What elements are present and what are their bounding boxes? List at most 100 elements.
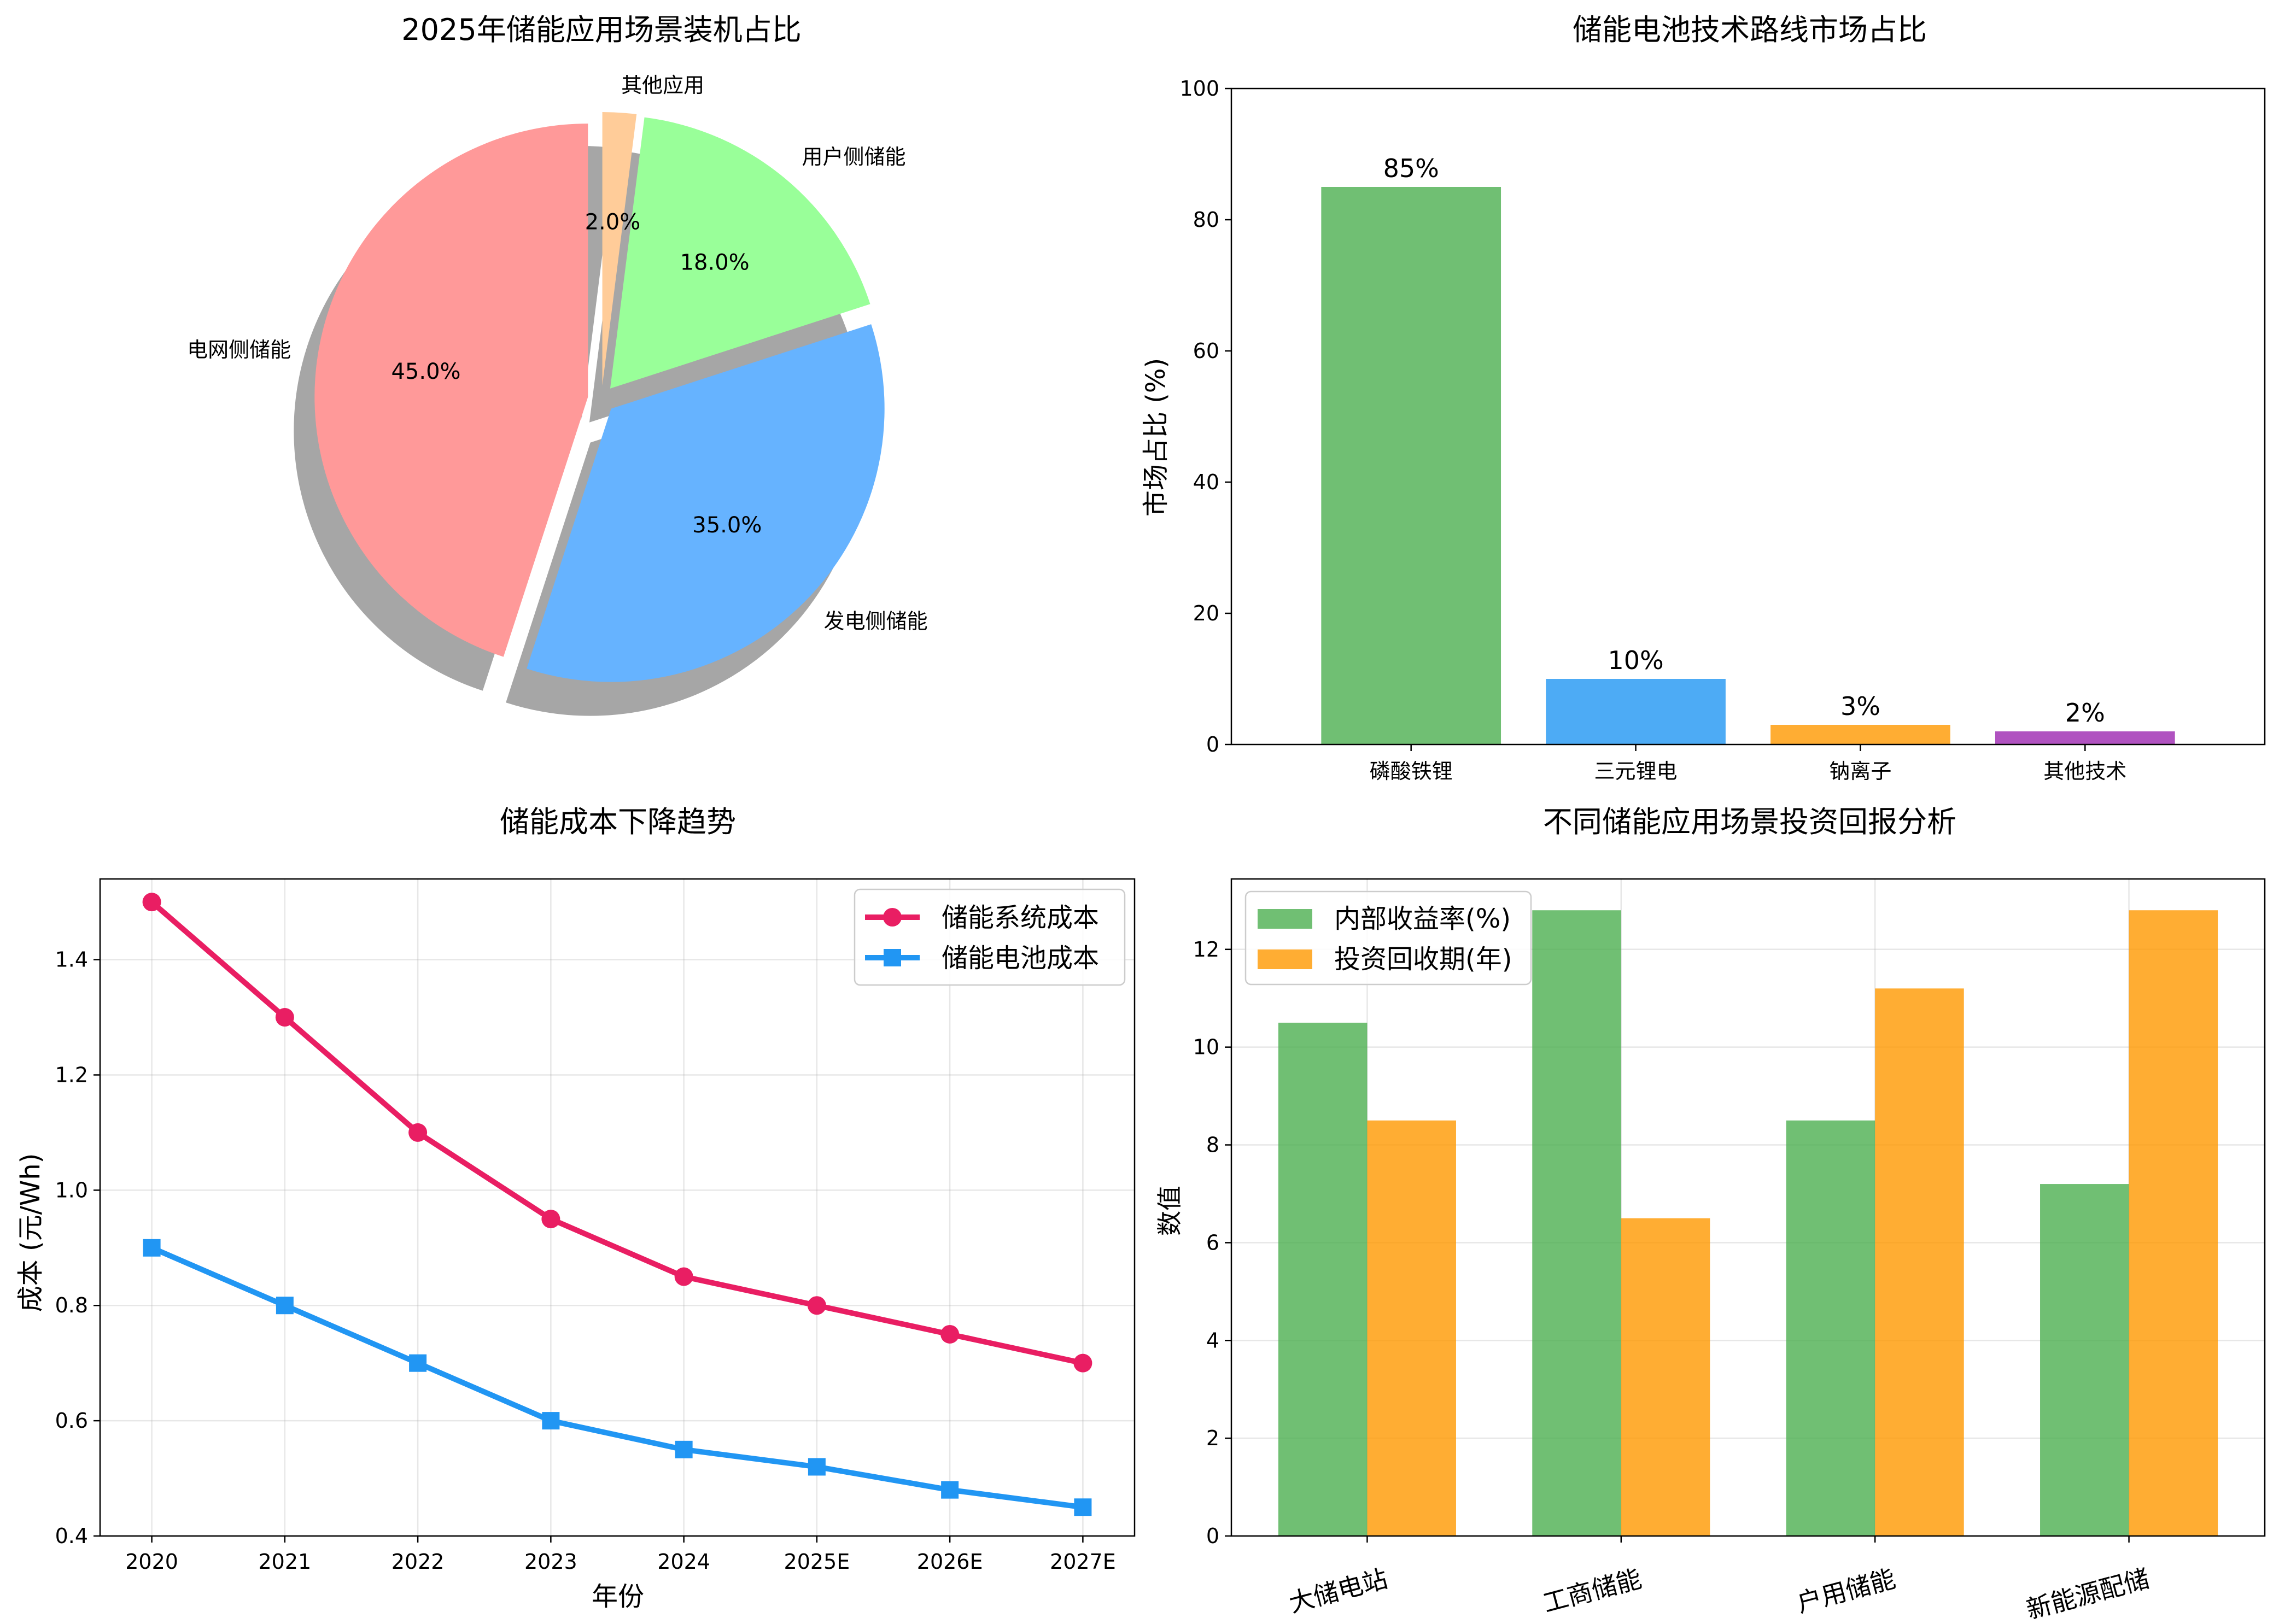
y-tick-label: 4 xyxy=(1206,1328,1219,1352)
x-tick-label: 钠离子 xyxy=(1829,759,1891,783)
pie-slice xyxy=(527,324,885,682)
series-point xyxy=(808,1458,826,1476)
y-tick-label: 8 xyxy=(1206,1133,1219,1157)
series-point xyxy=(675,1440,693,1458)
bar xyxy=(1532,910,1621,1536)
cost-line-chart-title: 储能成本下降趋势 xyxy=(500,805,736,839)
pie-percent-label: 2.0% xyxy=(585,210,641,235)
bar xyxy=(1278,1022,1368,1536)
y-tick-label: 2 xyxy=(1206,1426,1219,1450)
series-point xyxy=(541,1210,560,1229)
pie-chart-panel: 2025年储能应用场景装机占比 电网侧储能 45.0% 发电侧储能 35.0% 用户侧储… xyxy=(187,13,928,716)
bar xyxy=(1995,731,2175,744)
x-tick-label: 2024 xyxy=(657,1550,710,1574)
series-point xyxy=(1074,1498,1092,1516)
series-point xyxy=(409,1354,427,1372)
legend-label: 储能电池成本 xyxy=(942,943,1099,974)
legend-label: 投资回收期(年) xyxy=(1334,944,1512,975)
pie-percent-label: 35.0% xyxy=(692,513,762,538)
plot-frame xyxy=(1230,878,2266,1537)
pie-slice xyxy=(602,112,637,386)
y-tick-label: 1.0 xyxy=(55,1178,88,1202)
legend-swatch xyxy=(1258,949,1312,969)
bar xyxy=(1546,679,1726,744)
legend-label: 内部收益率(%) xyxy=(1334,904,1511,934)
legend-swatch xyxy=(1258,909,1312,929)
bar xyxy=(2129,910,2218,1536)
y-tick-label: 80 xyxy=(1193,208,1219,232)
bar xyxy=(1786,1120,1875,1536)
bar-value-label: 2% xyxy=(2065,698,2105,728)
legend-box xyxy=(854,888,1126,986)
y-tick-label: 60 xyxy=(1193,339,1219,363)
pie-percent-label: 18.0% xyxy=(680,250,750,275)
pie-slice-label: 电网侧储能 xyxy=(187,338,291,362)
y-tick-label: 0.8 xyxy=(55,1293,88,1317)
series-point xyxy=(941,1481,959,1499)
y-tick-label: 20 xyxy=(1193,601,1219,625)
roi-bar-y-axis-label: 数值 xyxy=(1155,1186,1184,1236)
x-tick-label: 2026E xyxy=(917,1550,983,1574)
x-tick-label: 2023 xyxy=(524,1550,577,1574)
legend-label: 储能系统成本 xyxy=(942,902,1099,933)
bar xyxy=(1621,1218,1710,1536)
series-point xyxy=(408,1123,428,1142)
y-tick-label: 100 xyxy=(1179,77,1219,101)
y-tick-label: 1.2 xyxy=(55,1063,88,1087)
pie-percent-label: 45.0% xyxy=(391,359,460,384)
series-point xyxy=(142,893,161,912)
y-tick-label: 10 xyxy=(1193,1035,1219,1059)
y-tick-label: 1.4 xyxy=(55,948,88,972)
x-tick-label: 三元锂电 xyxy=(1594,759,1678,783)
tech-bar-chart-title: 储能电池技术路线市场占比 xyxy=(1573,13,1927,47)
y-tick-label: 6 xyxy=(1206,1230,1219,1254)
y-tick-label: 12 xyxy=(1193,937,1219,961)
bar xyxy=(1321,187,1501,744)
pie-slice xyxy=(610,117,870,389)
y-tick-label: 0 xyxy=(1206,1524,1219,1548)
legend-box xyxy=(1244,890,1532,986)
series-point xyxy=(940,1324,960,1344)
cost-line-chart-panel: 储能成本下降趋势 2020 2021 2022 2023 2024 2025E 2026E 2… xyxy=(15,805,1136,1612)
y-tick-label: 0.4 xyxy=(55,1524,88,1548)
legend-marker xyxy=(884,949,901,966)
series-point xyxy=(674,1267,693,1286)
pie-slice xyxy=(314,124,588,657)
bar xyxy=(1875,988,1964,1536)
x-tick-label: 2027E xyxy=(1050,1550,1116,1574)
x-tick-label: 2021 xyxy=(258,1550,311,1574)
series-point xyxy=(542,1412,560,1430)
series-line xyxy=(150,900,1084,1366)
legend: 内部收益率(%) 投资回收期(年) xyxy=(1244,890,1532,986)
pie-slice-label: 用户侧储能 xyxy=(802,145,906,169)
x-tick-label: 2020 xyxy=(125,1550,178,1574)
x-tick-label: 2025E xyxy=(784,1550,850,1574)
bar-value-label: 10% xyxy=(1608,646,1663,675)
bar xyxy=(2040,1184,2129,1536)
legend-marker xyxy=(883,908,902,927)
cost-line-y-axis-label: 成本 (元/Wh) xyxy=(15,1153,46,1312)
pie-slice-label: 其他应用 xyxy=(621,73,704,97)
bar-value-label: 3% xyxy=(1840,691,1880,721)
y-tick-label: 0 xyxy=(1206,732,1219,757)
roi-bar-chart-panel: 不同储能应用场景投资回报分析 大储电站 工商储能 户用储能 新能源配储02468101… xyxy=(1155,805,2266,1624)
bar xyxy=(1367,1120,1456,1536)
bar-value-label: 85% xyxy=(1383,154,1439,183)
x-tick-label: 2022 xyxy=(391,1550,445,1574)
cost-line-x-axis-label: 年份 xyxy=(592,1581,644,1612)
tech-bar-chart-panel: 储能电池技术路线市场占比 85% 磷酸铁锂 10% 三元锂电 3% 钠离子 2% 其他技术 0 2… xyxy=(1141,13,2266,783)
x-tick-label: 磷酸铁锂 xyxy=(1370,759,1453,783)
series-point xyxy=(807,1296,826,1315)
series-line xyxy=(150,1245,1084,1510)
x-tick-label: 其他技术 xyxy=(2043,759,2126,783)
series-point xyxy=(275,1008,294,1027)
pie-slice-label: 发电侧储能 xyxy=(824,609,928,634)
bar xyxy=(1770,725,1950,744)
y-tick-label: 0.6 xyxy=(55,1409,88,1433)
series-point xyxy=(143,1239,161,1257)
series-point xyxy=(1073,1353,1092,1373)
roi-bar-chart-title: 不同储能应用场景投资回报分析 xyxy=(1543,805,1956,839)
plot-frame xyxy=(1230,87,2266,746)
